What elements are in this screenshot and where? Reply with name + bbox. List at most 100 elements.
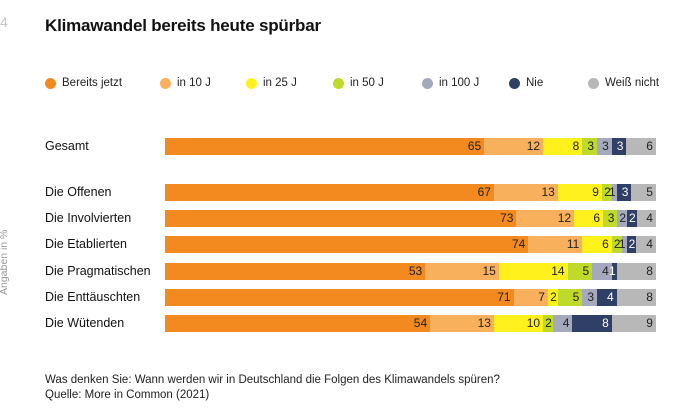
legend-label: in 25 J [263, 77, 297, 89]
bar-segment: 8 [572, 315, 612, 332]
y-axis-label: Angaben in % [0, 230, 10, 295]
data-label: 4 [606, 290, 614, 304]
data-label: 2 [604, 185, 611, 199]
legend-label: Bereits jetzt [62, 77, 123, 89]
bar-segment: 11 [528, 236, 583, 253]
data-label: 2 [628, 237, 636, 251]
data-label: 9 [592, 185, 599, 199]
bar-segment: 9 [557, 184, 602, 201]
data-label: 6 [593, 211, 601, 225]
data-label: 3 [587, 139, 595, 153]
data-label: 71 [497, 290, 511, 304]
legend-label: in 50 J [350, 77, 384, 89]
bar-segment: 2 [547, 289, 558, 306]
legend-swatch [160, 77, 171, 89]
data-label: 13 [541, 185, 555, 199]
data-label: 1 [618, 237, 626, 251]
data-label: 5 [572, 290, 580, 304]
data-label: 1 [608, 264, 616, 278]
bar-segment: 4 [552, 315, 573, 332]
bar-segment: 5 [557, 289, 583, 306]
data-label: 2 [619, 211, 627, 225]
legend-item: Weiß nicht [588, 77, 659, 89]
data-label: 74 [511, 237, 526, 251]
bar-segment: 1 [618, 236, 627, 253]
data-label: 8 [646, 290, 653, 304]
data-label: 8 [602, 316, 609, 330]
bar-segment: 3 [616, 184, 632, 201]
data-label: 54 [413, 316, 428, 330]
category-label: Die Involvierten [45, 211, 132, 225]
bar-segment: 14 [498, 263, 568, 280]
bar-segment: 3 [582, 138, 598, 155]
legend-item: Nie [509, 77, 543, 89]
bar-segment: 54 [165, 315, 431, 332]
bar-segment: 1 [609, 184, 617, 201]
legend-swatch [509, 77, 520, 89]
data-label: 3 [616, 139, 624, 153]
bar-segment: 12 [516, 210, 575, 227]
bar-segment: 6 [626, 138, 656, 155]
legend-item: Bereits jetzt [45, 77, 122, 89]
data-label: 9 [646, 316, 653, 330]
bar-segment: 4 [636, 210, 656, 227]
data-label: 1 [609, 185, 616, 199]
footnote-source: Quelle: More in Common (2021) [45, 389, 210, 401]
data-label: 4 [562, 316, 570, 330]
bar-segment: 3 [597, 138, 612, 155]
bar-segment: 4 [636, 236, 656, 253]
bar-segment: 2 [611, 236, 622, 253]
category-label: Die Pragmatischen [45, 264, 151, 278]
stacked-bar: 71 7 2 5 3 4 8 [165, 289, 656, 306]
bar-segment: 13 [493, 184, 558, 201]
bar-segment: 8 [543, 138, 583, 155]
legend-label: in 100 J [439, 77, 480, 89]
data-label: 65 [467, 139, 482, 153]
bar-segment: 53 [165, 263, 426, 280]
stacked-bar: 65 12 8 3 3 3 6 [165, 138, 656, 155]
bar-segment: 6 [582, 236, 612, 253]
stacked-bar: 53 15 14 5 4 1 8 [165, 263, 656, 280]
data-label: 8 [572, 139, 580, 153]
bar-segment: 8 [616, 263, 656, 280]
data-label: 8 [646, 264, 653, 278]
bar-segment: 2 [626, 236, 637, 253]
legend-swatch [588, 77, 599, 89]
category-label: Gesamt [45, 139, 89, 153]
chart-title: Klimawandel bereits heute spürbar [45, 16, 321, 35]
data-label: 11 [566, 237, 580, 251]
bar-segment: 71 [165, 289, 514, 306]
data-label: 10 [526, 316, 541, 330]
data-label: 5 [582, 264, 590, 278]
data-label: 73 [500, 211, 514, 225]
data-label: 5 [646, 185, 653, 199]
bar-segment: 2 [543, 315, 553, 332]
data-label: 3 [621, 185, 629, 199]
data-label: 12 [526, 139, 541, 153]
data-label: 6 [602, 237, 609, 251]
chart-legend: Bereits jetzt in 10 J in 25 J in 50 J in 100… [45, 77, 665, 93]
data-label: 67 [477, 185, 491, 199]
legend-label: Nie [526, 77, 544, 89]
legend-item: in 10 J [160, 77, 211, 89]
stacked-bar: 74 11 6 2 1 2 4 [165, 236, 656, 253]
bar-segment: 4 [592, 263, 612, 280]
bar-segment: 12 [484, 138, 544, 155]
bar-segment: 3 [582, 289, 598, 306]
category-label: Die Etablierten [45, 237, 127, 251]
bar-segment: 73 [165, 210, 517, 227]
data-label: 7 [538, 290, 545, 304]
bar-segment: 2 [627, 210, 637, 227]
stacked-bar: 54 13 10 2 4 8 9 [165, 315, 656, 332]
bar-segment: 9 [611, 315, 656, 332]
bar-segment: 5 [631, 184, 656, 201]
legend-item: in 50 J [333, 77, 384, 89]
bar-segment: 15 [425, 263, 499, 280]
category-label: Die Offenen [45, 185, 112, 199]
bar-segment: 10 [493, 315, 544, 332]
data-label: 2 [545, 316, 552, 330]
legend-item: in 25 J [246, 77, 297, 89]
bar-segment: 67 [165, 184, 494, 201]
bar-segment: 2 [601, 184, 612, 201]
data-label: 4 [646, 237, 653, 251]
